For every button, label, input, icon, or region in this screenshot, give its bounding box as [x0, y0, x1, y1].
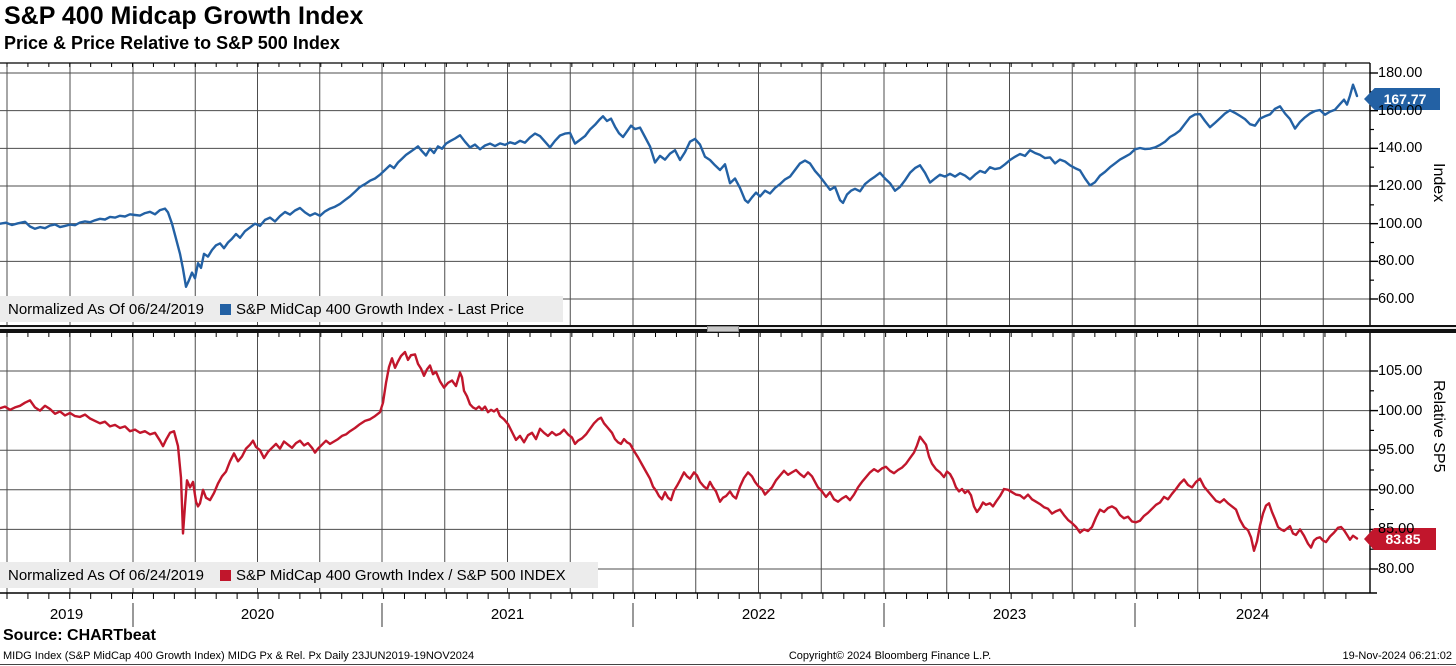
x-axis-year-label: 2022 — [741, 606, 776, 623]
bottom-legend-normalized-label: Normalized As Of 06/24/2019 — [8, 566, 204, 584]
x-axis-year-label: 2021 — [490, 606, 525, 623]
top-axis-tick-label: 80.00 — [1378, 253, 1415, 270]
bottom-border — [0, 664, 1456, 665]
source-label: Source: CHARTbeat — [3, 627, 156, 644]
bottom-axis-title: Relative SP5 — [1430, 380, 1447, 473]
top-legend-series-label: S&P MidCap 400 Growth Index - Last Price — [235, 300, 525, 318]
last-price-value-index: 167.77 — [1383, 91, 1427, 107]
top-axis-tick-label: 140.00 — [1378, 140, 1423, 157]
bottom-legend-series-label: S&P MidCap 400 Growth Index / S&P 500 IN… — [235, 566, 566, 584]
last-price-callout-index[interactable]: 167.77 — [1364, 88, 1440, 110]
panel-splitter-handle[interactable] — [707, 326, 739, 332]
page-subtitle: Price & Price Relative to S&P 500 Index — [4, 33, 340, 53]
top-axis-tick-label: 100.00 — [1378, 215, 1423, 232]
x-axis-year-label: 2024 — [1235, 606, 1270, 623]
footer-timestamp: 19-Nov-2024 06:21:02 — [1342, 650, 1452, 662]
page-title: S&P 400 Midcap Growth Index — [4, 2, 364, 30]
bottom-axis-tick-label: 105.00 — [1378, 363, 1423, 379]
bottom-legend-band: Normalized As Of 06/24/2019 S&P MidCap 4… — [0, 562, 598, 588]
top-legend-band: Normalized As Of 06/24/2019 S&P MidCap 4… — [0, 296, 563, 322]
red-series-swatch-icon — [219, 569, 231, 581]
top-axis-tick-label: 180.00 — [1378, 65, 1423, 81]
bottom-axis-tick-label: 90.00 — [1378, 481, 1415, 498]
x-axis-year-label: 2019 — [49, 606, 84, 623]
bottom-axis-tick-label: 100.00 — [1378, 402, 1423, 419]
blue-series-swatch-icon — [219, 303, 231, 315]
relative-price-line-series[interactable] — [0, 350, 1359, 552]
x-axis-year-label: 2020 — [240, 606, 275, 623]
last-price-value-relative: 83.85 — [1385, 531, 1421, 547]
bottom-axis-tick-label: 80.00 — [1378, 561, 1415, 577]
bottom-axis-tick-label: 95.00 — [1378, 442, 1415, 459]
bottom-axis-tick-label: 85.00 — [1378, 521, 1415, 538]
x-axis-year-label: 2023 — [992, 606, 1027, 623]
top-axis-tick-label: 160.00 — [1378, 102, 1423, 119]
top-axis-title: Index — [1430, 163, 1447, 203]
footer-copyright: Copyright© 2024 Bloomberg Finance L.P. — [788, 650, 992, 662]
top-axis-tick-label: 120.00 — [1378, 178, 1423, 194]
price-line-series[interactable] — [0, 83, 1359, 288]
footer-security-info: MIDG Index (S&P MidCap 400 Growth Index)… — [3, 650, 475, 662]
top-legend-normalized-label: Normalized As Of 06/24/2019 — [8, 300, 204, 318]
top-axis-tick-label: 60.00 — [1378, 291, 1415, 307]
last-price-callout-relative[interactable]: 83.85 — [1364, 528, 1436, 550]
